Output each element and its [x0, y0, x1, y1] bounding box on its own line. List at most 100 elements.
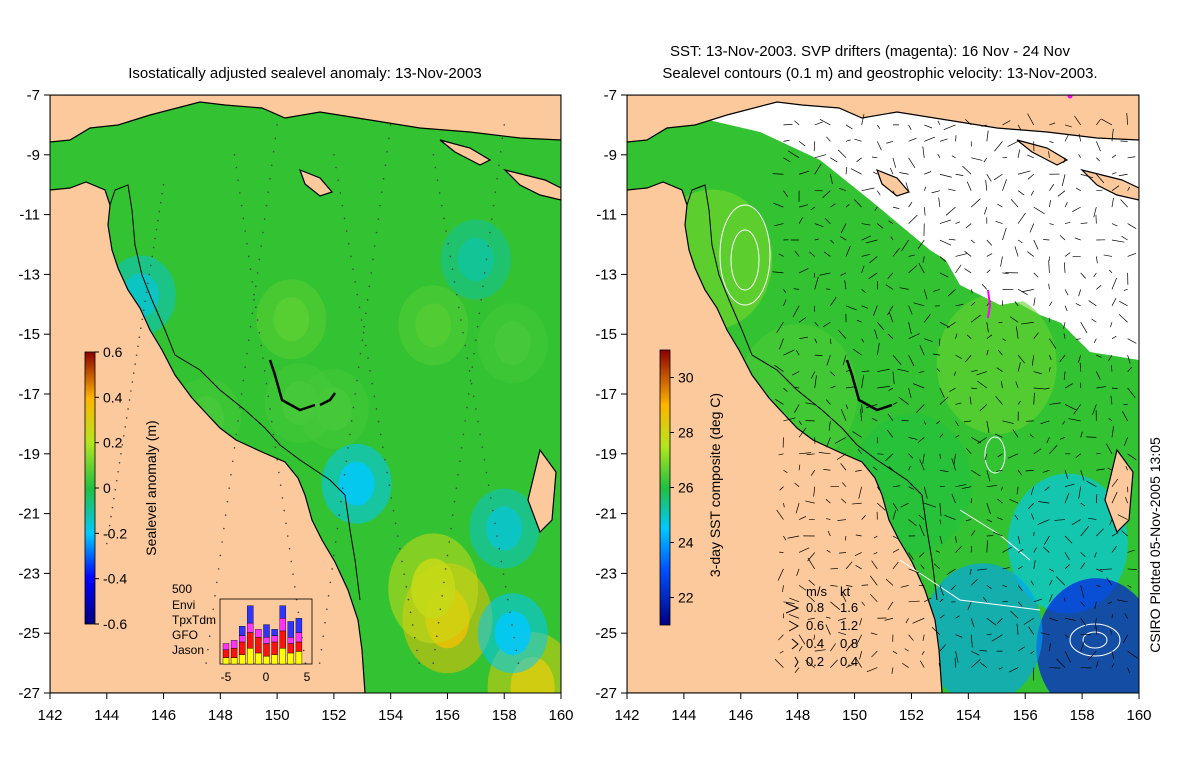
track-dot	[132, 372, 135, 374]
velocity-arrow	[877, 368, 890, 372]
track-dot	[272, 151, 275, 153]
velocity-arrow	[944, 514, 956, 520]
colorbar-tick-label: 30	[678, 370, 694, 386]
velocity-arrow	[1111, 172, 1117, 175]
velocity-arrow	[955, 354, 962, 359]
velocity-arrow	[798, 141, 806, 147]
track-dot	[389, 124, 392, 126]
velocity-arrow	[874, 206, 878, 211]
velocity-arrow	[779, 486, 784, 491]
inset-bar-segment	[271, 629, 278, 636]
velocity-arrow	[913, 302, 925, 307]
velocity-arrow	[986, 174, 992, 182]
velocity-arrow	[1030, 486, 1035, 496]
track-dot	[334, 541, 337, 543]
velocity-arrow	[955, 484, 967, 488]
track-dot	[233, 447, 236, 449]
velocity-arrow	[892, 485, 901, 488]
inset-legend-tpxtdm: TpxTdm	[172, 613, 216, 627]
velocity-arrow	[1063, 333, 1066, 339]
velocity-arrow	[965, 223, 972, 229]
track-dot	[439, 608, 442, 611]
velocity-arrow	[1044, 486, 1050, 491]
velocity-arrow	[1033, 297, 1036, 306]
track-dot	[320, 648, 323, 651]
track-dot	[388, 137, 390, 140]
y-tick-label: -21	[18, 506, 40, 523]
inset-bar-segment	[295, 632, 303, 643]
velocity-arrow	[783, 124, 793, 126]
velocity-arrow	[837, 617, 847, 621]
velocity-arrow	[1119, 301, 1128, 307]
velocity-arrow	[1127, 366, 1133, 372]
track-dot	[377, 420, 380, 423]
velocity-arrow	[1049, 301, 1053, 306]
track-dot	[435, 635, 438, 637]
velocity-arrow	[970, 579, 978, 586]
left-island-2	[439, 139, 492, 166]
velocity-scale-arrow	[794, 656, 799, 668]
velocity-arrow	[939, 614, 945, 619]
inset-ylabel: 500	[172, 582, 192, 596]
velocity-arrow	[1106, 577, 1113, 586]
track-dot	[478, 312, 481, 315]
geostrophic-velocity-vectors	[772, 112, 1138, 681]
track-dot	[377, 218, 380, 220]
velocity-arrow	[1096, 354, 1102, 358]
velocity-arrow	[938, 197, 941, 208]
velocity-arrow	[1127, 549, 1135, 553]
left-island-3	[298, 168, 334, 197]
velocity-arrow	[1092, 404, 1097, 415]
velocity-arrow	[1016, 486, 1019, 495]
velocity-arrow	[964, 268, 972, 274]
velocity-arrow	[870, 594, 878, 603]
velocity-arrow	[966, 181, 972, 191]
inset-bar-segment	[255, 629, 262, 638]
velocity-arrow	[1064, 134, 1069, 142]
colorbar-tick-label: 24	[678, 535, 694, 551]
velocity-arrow	[1108, 418, 1113, 422]
velocity-arrow	[1017, 470, 1022, 476]
velocity-arrow	[1017, 548, 1024, 553]
x-tick-label: 160	[1126, 707, 1151, 724]
track-dot	[285, 522, 287, 525]
velocity-arrow	[830, 601, 841, 610]
velocity-arrow	[855, 564, 862, 570]
velocity-arrow	[936, 420, 941, 425]
velocity-arrow	[825, 616, 831, 619]
track-dot	[450, 527, 452, 530]
track-dot	[432, 662, 435, 664]
velocity-arrow	[970, 659, 981, 668]
inset-bar-segment	[247, 648, 254, 665]
track-dot	[161, 192, 163, 195]
track-dot	[255, 306, 257, 309]
left-colorbar: 0.6 0.4 0.2 0 -0.2 -0.4 -0.6 Sealevel anomaly …	[84, 344, 159, 632]
svp-drifter-track	[987, 289, 992, 319]
velocity-arrow	[1078, 289, 1082, 297]
velocity-arrow	[807, 557, 816, 570]
velocity-arrow	[932, 353, 940, 356]
velocity-arrow	[1043, 535, 1050, 545]
velocity-arrow	[949, 387, 956, 392]
velocity-scale-arrow	[788, 620, 800, 632]
velocity-arrow	[908, 519, 917, 527]
velocity-arrow	[986, 470, 991, 482]
track-dot	[235, 166, 238, 169]
x-tick-label: 146	[151, 707, 176, 724]
velocity-arrow	[1020, 321, 1034, 325]
velocity-arrow	[794, 250, 800, 257]
velocity-arrow	[1018, 170, 1031, 175]
velocity-arrow	[900, 502, 909, 508]
velocity-arrow	[970, 618, 975, 628]
x-tick-label: 142	[37, 707, 62, 724]
velocity-arrow	[905, 182, 909, 191]
velocity-arrow	[795, 503, 800, 514]
track-dot	[276, 124, 278, 126]
velocity-arrow	[919, 524, 925, 537]
velocity-arrow	[945, 206, 956, 216]
velocity-arrow	[994, 433, 1003, 438]
velocity-arrow	[1062, 420, 1066, 425]
velocity-arrow	[1110, 322, 1113, 328]
track-dot	[107, 533, 109, 536]
velocity-arrow	[1080, 601, 1086, 607]
